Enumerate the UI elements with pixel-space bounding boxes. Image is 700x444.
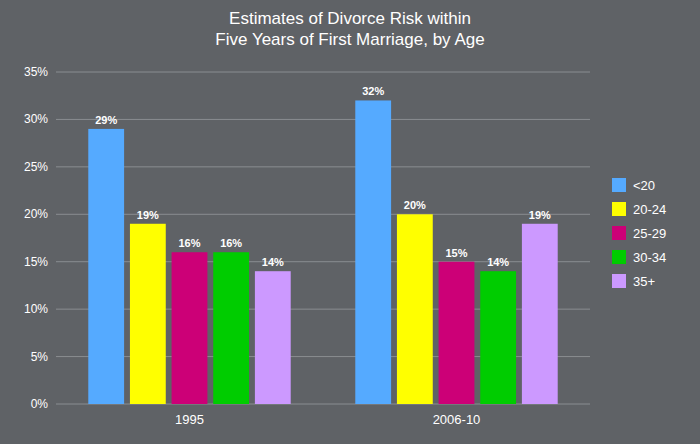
legend-swatch — [612, 202, 626, 216]
data-label: 15% — [445, 247, 467, 259]
data-label: 19% — [137, 209, 159, 221]
data-label: 32% — [362, 85, 384, 97]
legend-label: 30-34 — [633, 250, 666, 265]
legend-label: <20 — [633, 178, 655, 193]
bar — [213, 252, 249, 404]
bar — [130, 224, 166, 404]
bar — [172, 252, 208, 404]
y-tick-label: 30% — [24, 112, 48, 126]
x-tick-label: 1995 — [175, 412, 204, 427]
grid-line — [56, 119, 590, 120]
bar — [439, 262, 475, 404]
bar — [397, 214, 433, 404]
bars — [88, 100, 557, 404]
data-labels: 29% 19% 16% 16% 14% 32% 20% 15% 14% 19% — [95, 85, 551, 268]
title-line: Estimates of Divorce Risk within — [229, 9, 471, 28]
data-label: 29% — [95, 114, 117, 126]
data-label: 14% — [487, 256, 509, 268]
bar — [480, 271, 516, 404]
y-tick-label: 0% — [31, 397, 49, 411]
y-tick-label: 35% — [24, 65, 48, 79]
data-label: 20% — [404, 199, 426, 211]
title-line: Five Years of First Marriage, by Age — [215, 30, 484, 49]
data-label: 16% — [178, 237, 200, 249]
legend-label: 35+ — [633, 274, 655, 289]
title: Estimates of Divorce Risk within Five Yea… — [215, 9, 484, 49]
grid-line — [56, 72, 590, 73]
y-tick-label: 10% — [24, 302, 48, 316]
legend-label: 25-29 — [633, 226, 666, 241]
legend: <20 20-24 25-29 30-34 35+ — [612, 178, 666, 289]
bar — [255, 271, 291, 404]
y-tick-label: 25% — [24, 160, 48, 174]
data-label: 16% — [220, 237, 242, 249]
x-tick-label: 2006-10 — [433, 412, 481, 427]
bar — [522, 224, 558, 404]
legend-swatch — [612, 250, 626, 264]
y-tick-label: 5% — [31, 350, 49, 364]
legend-swatch — [612, 226, 626, 240]
y-tick-label: 20% — [24, 207, 48, 221]
data-label: 19% — [529, 209, 551, 221]
legend-swatch — [612, 178, 626, 192]
bar — [355, 100, 391, 404]
grid-line — [56, 166, 590, 167]
data-label: 14% — [262, 256, 284, 268]
legend-label: 20-24 — [633, 202, 666, 217]
legend-swatch — [612, 274, 626, 288]
bar — [88, 129, 124, 404]
background — [0, 0, 700, 444]
chart: Estimates of Divorce Risk within Five Yea… — [0, 0, 700, 444]
y-tick-label: 15% — [24, 255, 48, 269]
